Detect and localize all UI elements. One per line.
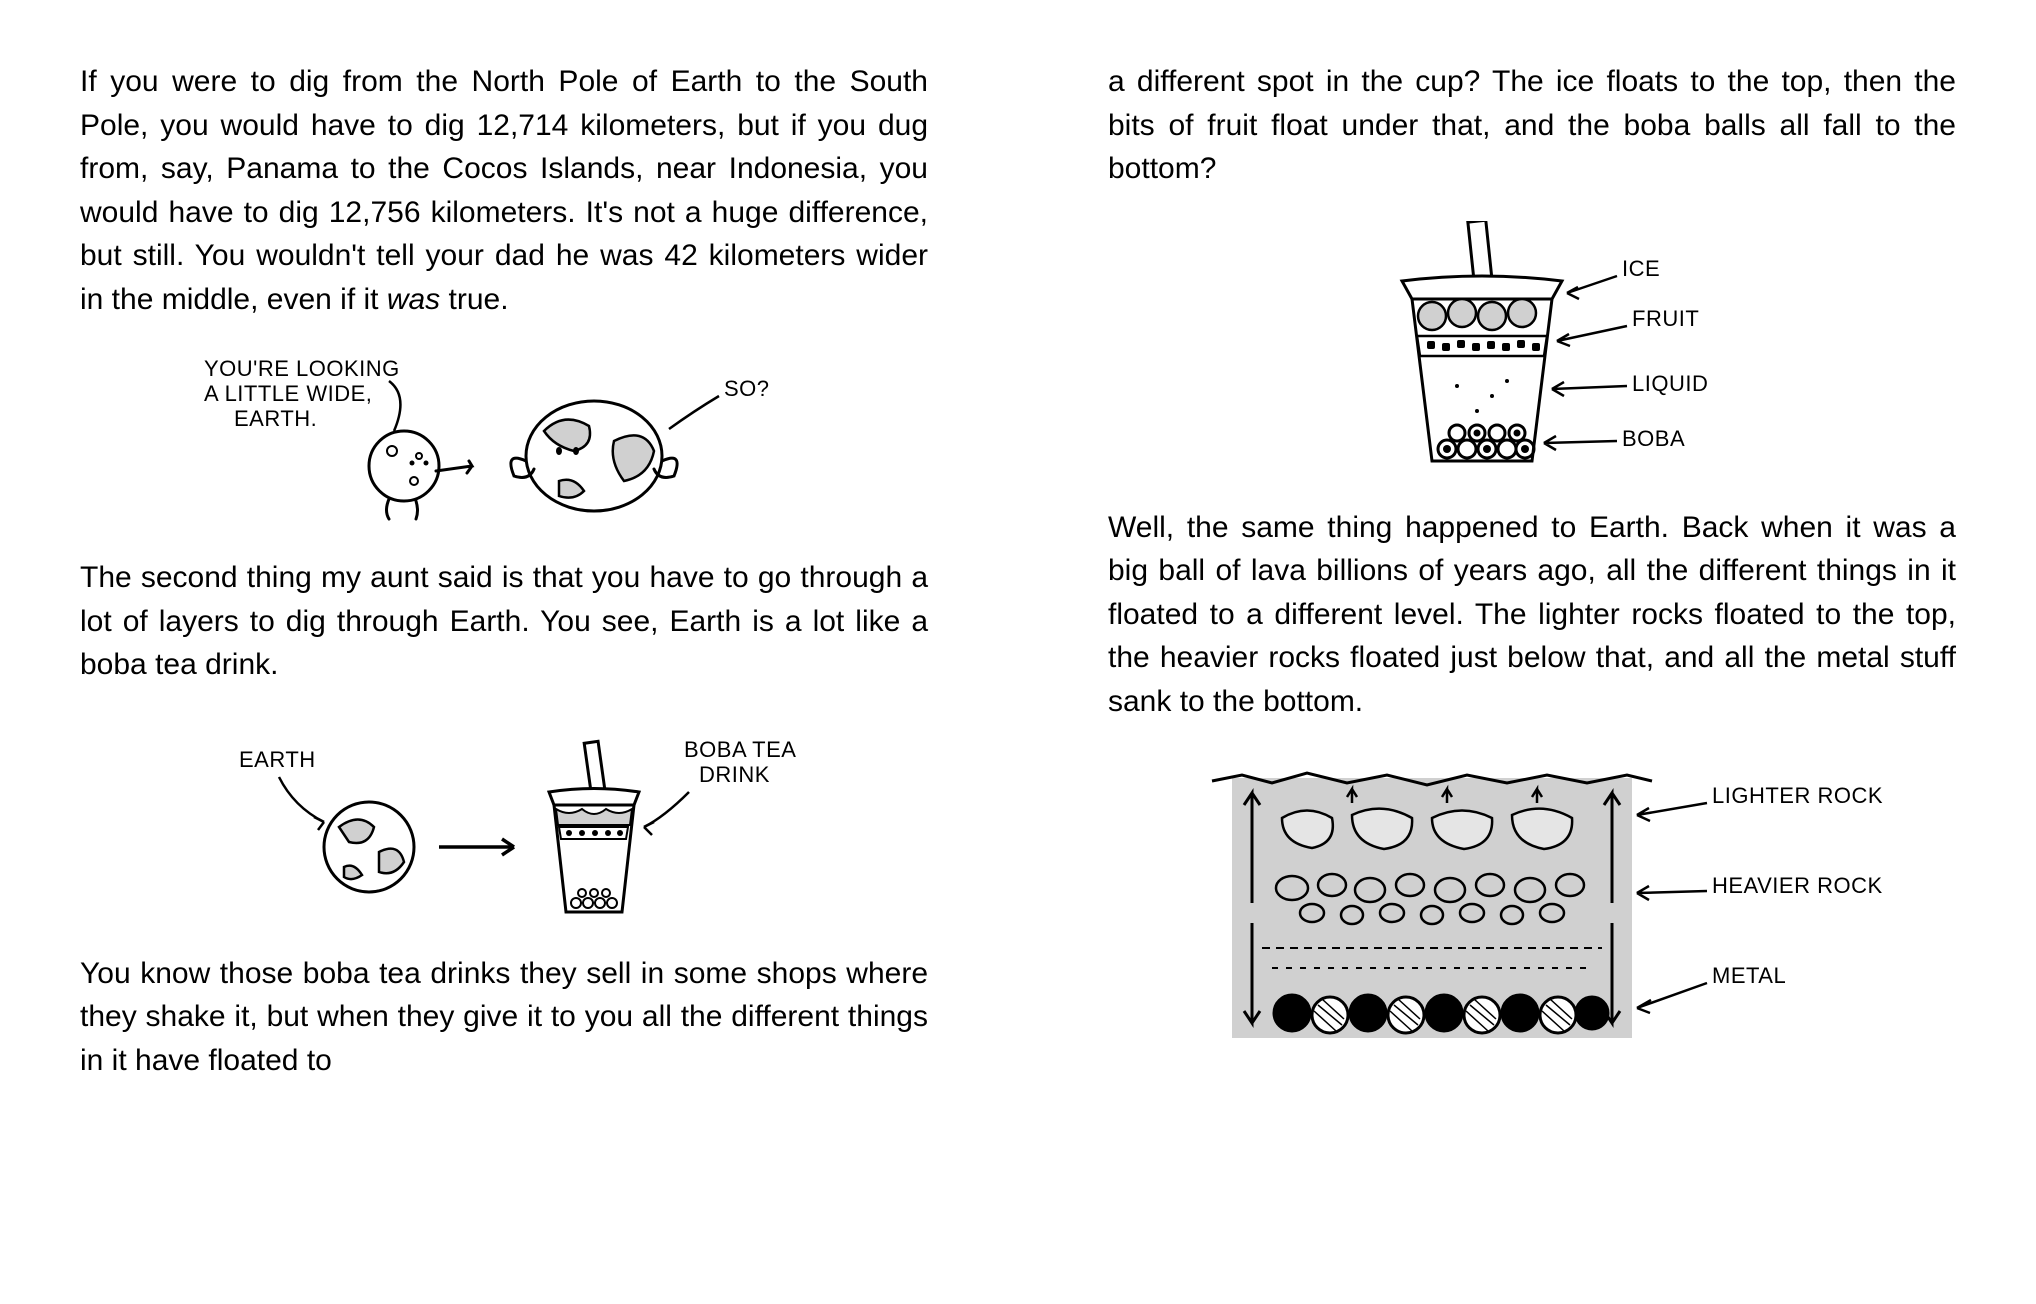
left-column: If you were to dig from the North Pole o… (80, 60, 928, 1244)
left-p2: The second thing my aunt said is that yo… (80, 556, 928, 687)
boba-cup-labeled-icon (1402, 221, 1562, 461)
illo-rock-layers: LIGHTER ROCK HEAVIER ROCK METAL (1108, 753, 1956, 1053)
left-p1: If you were to dig from the North Pole o… (80, 60, 928, 321)
label-liquid: LIQUID (1632, 371, 1708, 396)
label-fruit: FRUIT (1632, 306, 1699, 331)
label-boba: BOBA (1622, 426, 1685, 451)
boba-label-1: BOBA TEA (684, 737, 796, 762)
moon-speech-line1: YOU'RE LOOKING (204, 356, 400, 381)
right-column: a different spot in the cup? The ice flo… (1108, 60, 1956, 1244)
illo-boba-labeled: ICE FRUIT LIQUID BOBA (1108, 221, 1956, 481)
right-p1: a different spot in the cup? The ice flo… (1108, 60, 1956, 191)
small-earth-icon (324, 802, 414, 892)
left-p1-b: true. (440, 283, 508, 316)
label-metal: METAL (1712, 963, 1786, 988)
moon-speech-line2: A LITTLE WIDE, (204, 381, 372, 406)
illo-moon-earth: YOU'RE LOOKING A LITTLE WIDE, EARTH. (80, 351, 928, 531)
moon-speech-line3: EARTH. (234, 406, 317, 431)
illo-earth-boba: EARTH (80, 717, 928, 927)
left-p3: You know those boba tea drinks they sell… (80, 952, 928, 1083)
label-lighter-rock: LIGHTER ROCK (1712, 783, 1883, 808)
left-p1-a: If you were to dig from the North Pole o… (80, 65, 928, 316)
label-heavier-rock: HEAVIER ROCK (1712, 873, 1883, 898)
earth-icon (511, 401, 677, 511)
earth-speech: SO? (724, 376, 770, 401)
moon-icon (369, 431, 472, 519)
label-ice: ICE (1622, 256, 1660, 281)
earth-label: EARTH (239, 747, 316, 772)
left-p1-was: was (387, 283, 440, 316)
boba-label-2: DRINK (699, 762, 770, 787)
right-p2: Well, the same thing happened to Earth. … (1108, 506, 1956, 724)
boba-cup-icon (549, 741, 639, 912)
